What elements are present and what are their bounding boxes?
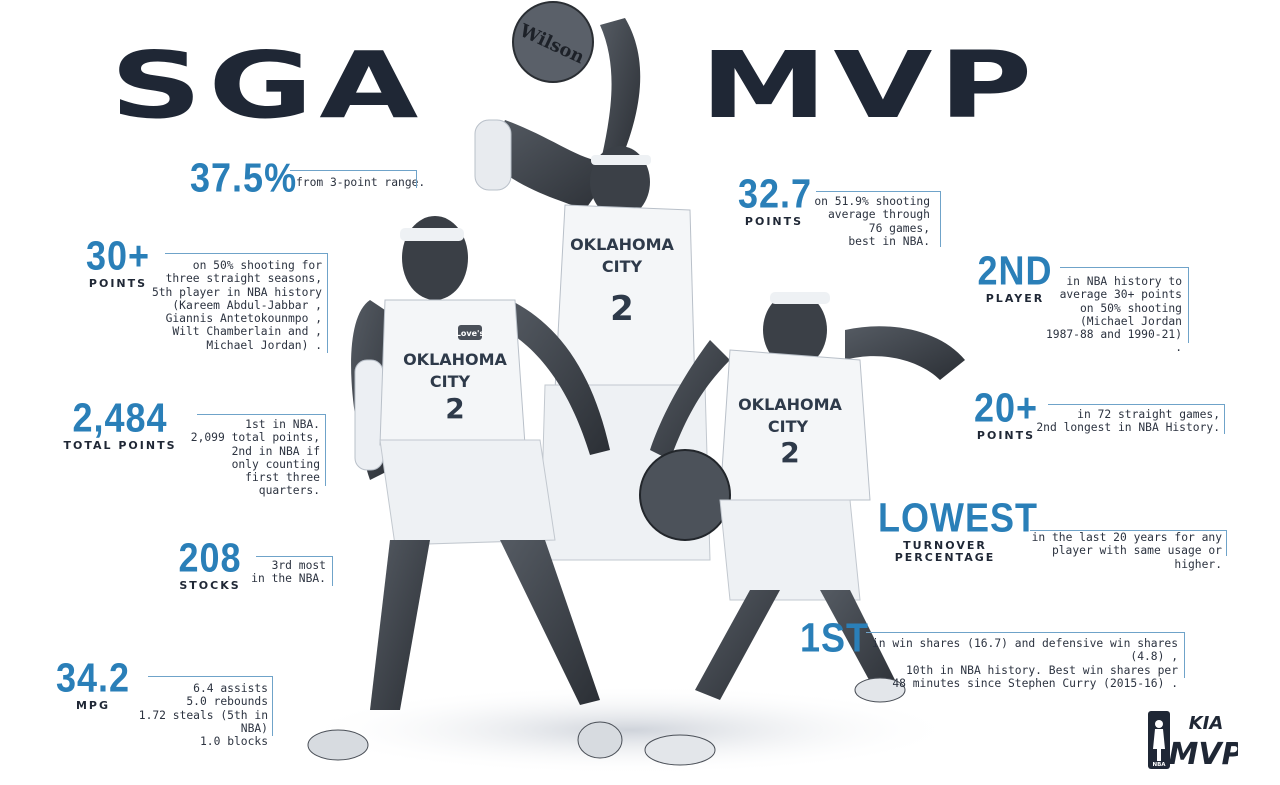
stat-value: 2ND bbox=[977, 247, 1053, 294]
jersey-number-3: 2 bbox=[780, 436, 799, 469]
nba-kia-mvp-logo: NBA KIA MVP bbox=[1148, 711, 1238, 771]
stat-second-player-desc: in NBA history to average 30+ points on 50… bbox=[1045, 275, 1182, 355]
stat-20-plus-desc: in 72 straight games, 2nd longest in NBA … bbox=[1036, 408, 1220, 435]
stat-label: MPG bbox=[75, 699, 111, 712]
divider bbox=[327, 253, 328, 353]
divider bbox=[416, 170, 417, 188]
stat-stocks: 208 STOCKS bbox=[170, 534, 250, 592]
floor-shadow bbox=[300, 685, 960, 775]
basketball-wilson bbox=[512, 1, 594, 83]
divider bbox=[940, 191, 941, 247]
headline-mvp: MVP bbox=[700, 32, 1039, 140]
divider bbox=[332, 556, 333, 586]
stat-value: 20+ bbox=[973, 384, 1039, 431]
stat-30-plus-desc: on 50% shooting for three straight season… bbox=[151, 259, 322, 352]
stat-lowest-turnover: LOWEST TURNOVER PERCENTAGE bbox=[878, 494, 1038, 564]
basketball-dribble bbox=[639, 449, 731, 541]
jersey-city-2: CITY bbox=[430, 372, 471, 391]
divider bbox=[1030, 530, 1226, 531]
stat-points-average: 32.7 POINTS bbox=[738, 170, 813, 228]
stat-value: 37.5% bbox=[190, 154, 298, 201]
stat-mpg: 34.2 MPG bbox=[55, 654, 131, 712]
stat-first-desc: in win shares (16.7) and defensive win s… bbox=[871, 637, 1178, 690]
divider bbox=[1188, 267, 1189, 343]
divider bbox=[165, 253, 327, 254]
stat-value: 1ST bbox=[800, 614, 870, 661]
logo-award: MVP bbox=[1168, 737, 1238, 771]
stat-three-point-desc: from 3-point range. bbox=[296, 176, 426, 189]
divider bbox=[325, 414, 326, 486]
divider bbox=[197, 414, 325, 415]
divider bbox=[256, 556, 332, 557]
jersey-city-1: CITY bbox=[602, 257, 643, 276]
stat-second-player: 2ND PLAYER bbox=[976, 247, 1054, 305]
stat-label: TURNOVER bbox=[903, 539, 987, 552]
divider bbox=[1226, 530, 1227, 556]
stat-value: 2,484 bbox=[72, 394, 168, 441]
jersey-team-1: OKLAHOMA bbox=[570, 235, 674, 254]
divider bbox=[272, 676, 273, 736]
divider bbox=[866, 632, 1184, 633]
player-action-shots: OKLAHOMA CITY 2 Wilson OKLAHOMA CITY 2 L… bbox=[300, 1, 965, 775]
jersey-number-1: 2 bbox=[610, 289, 634, 329]
stat-lowest-desc: in the last 20 years for any player with … bbox=[1031, 531, 1222, 571]
stat-stocks-desc: 3rd most in the NBA. bbox=[251, 559, 326, 586]
player-defensive-stance: OKLAHOMA CITY 2 Love's bbox=[307, 216, 623, 761]
stat-total-points-desc: 1st in NBA. 2,099 total points, 2nd in NBA… bbox=[190, 418, 320, 498]
divider bbox=[816, 191, 940, 192]
jersey-team-2: OKLAHOMA bbox=[403, 350, 507, 369]
stat-label: STOCKS bbox=[179, 579, 241, 592]
stat-three-point-pct: 37.5% bbox=[190, 154, 298, 201]
headline-sga: SGA bbox=[110, 32, 425, 140]
stat-label: PLAYER bbox=[985, 292, 1045, 305]
logo-sponsor: KIA bbox=[1189, 713, 1224, 734]
jersey-sponsor: Love's bbox=[456, 329, 485, 338]
stat-20-plus: 20+ POINTS bbox=[968, 384, 1044, 442]
stat-label: POINTS bbox=[976, 429, 1036, 442]
stat-total-points: 2,484 TOTAL POINTS bbox=[50, 394, 190, 452]
divider bbox=[1184, 632, 1185, 678]
jersey-city-3: CITY bbox=[768, 417, 809, 436]
divider bbox=[1060, 267, 1188, 268]
jersey-team-3: OKLAHOMA bbox=[738, 395, 842, 414]
divider bbox=[1224, 404, 1225, 434]
stat-label: POINTS bbox=[88, 277, 148, 290]
stat-points-average-desc: on 51.9% shooting average through 76 games… bbox=[814, 195, 930, 248]
headline: SGA MVP bbox=[110, 22, 1170, 152]
logo-league: NBA bbox=[1152, 762, 1166, 768]
stat-value: 32.7 bbox=[738, 170, 813, 217]
stat-value: 208 bbox=[178, 534, 242, 581]
stat-value: LOWEST bbox=[878, 494, 1038, 541]
divider bbox=[1048, 404, 1224, 405]
stat-mpg-desc: 6.4 assists 5.0 rebounds 1.72 steals (5th … bbox=[138, 682, 268, 749]
divider bbox=[290, 170, 416, 171]
stat-30-plus: 30+ POINTS bbox=[78, 232, 158, 290]
jersey-number-2: 2 bbox=[445, 392, 464, 425]
stat-label: POINTS bbox=[744, 215, 804, 228]
stat-value: 34.2 bbox=[55, 654, 131, 701]
player-dribbling: OKLAHOMA CITY 2 bbox=[639, 292, 965, 766]
stat-label: PERCENTAGE bbox=[894, 550, 996, 564]
divider bbox=[148, 676, 272, 677]
stat-first-win-shares: 1ST bbox=[800, 614, 870, 661]
stat-value: 30+ bbox=[85, 232, 151, 279]
stat-label: TOTAL POINTS bbox=[63, 439, 177, 452]
